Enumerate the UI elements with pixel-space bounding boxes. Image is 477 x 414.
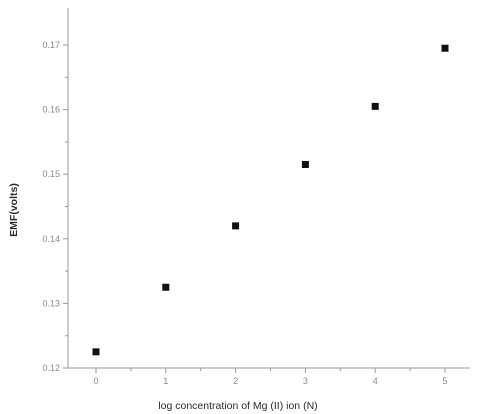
- data-point: [371, 102, 379, 110]
- data-point: [232, 222, 240, 230]
- y-axis-ticks: 0.12 0.13 0.14 0.15 0.16 0.17: [42, 40, 68, 373]
- data-point: [301, 161, 309, 169]
- data-point: [441, 44, 449, 52]
- data-points: [92, 44, 449, 356]
- y-tick-label: 0.12: [42, 363, 60, 373]
- x-tick-label: 2: [233, 376, 238, 386]
- y-tick-label: 0.16: [42, 105, 60, 115]
- x-tick-label: 5: [442, 376, 447, 386]
- y-tick-label: 0.15: [42, 169, 60, 179]
- y-axis-label: EMF(volts): [8, 183, 20, 237]
- x-tick-label: 0: [93, 376, 98, 386]
- x-tick-label: 1: [163, 376, 168, 386]
- y-tick-label: 0.14: [42, 234, 60, 244]
- axes: [67, 8, 470, 369]
- x-tick-label: 4: [373, 376, 378, 386]
- x-tick-label: 3: [303, 376, 308, 386]
- data-point: [92, 348, 100, 356]
- y-tick-label: 0.17: [42, 40, 60, 50]
- data-point: [162, 283, 170, 291]
- x-axis-ticks: 0 1 2 3 4 5: [93, 368, 448, 386]
- y-tick-label: 0.13: [42, 298, 60, 308]
- x-axis-label: log concentration of Mg (II) ion (N): [158, 400, 317, 412]
